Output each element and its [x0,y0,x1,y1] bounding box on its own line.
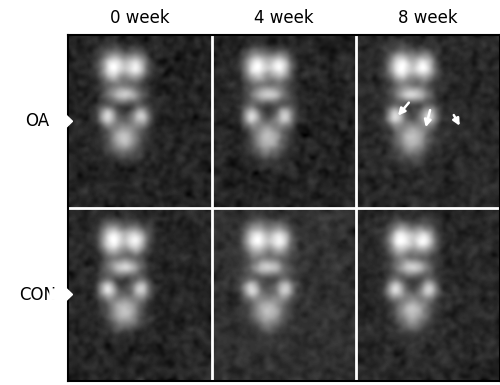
Text: 8 week: 8 week [398,9,458,27]
Text: OA: OA [26,112,50,130]
Text: CON: CON [19,286,56,303]
Text: 4 week: 4 week [254,9,314,27]
Text: 0 week: 0 week [110,9,170,27]
